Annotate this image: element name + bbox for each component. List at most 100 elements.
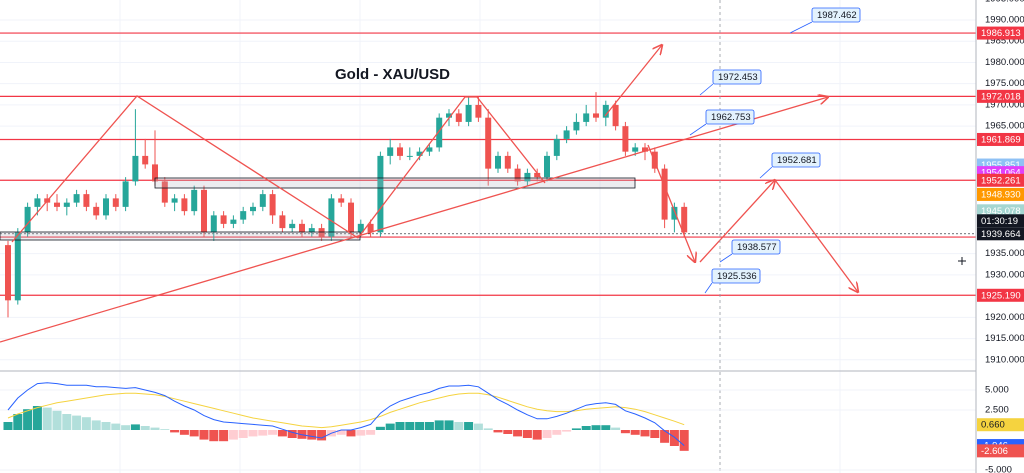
signal-badge-label: 0.660 bbox=[981, 420, 1005, 431]
candle-body bbox=[103, 198, 109, 216]
histogram-bar bbox=[366, 430, 376, 435]
candle-body bbox=[681, 206, 688, 233]
trend-line bbox=[357, 96, 546, 239]
candle-body bbox=[553, 138, 560, 156]
candle-body bbox=[73, 194, 80, 203]
y-tick-label: 1985.000 bbox=[985, 36, 1024, 47]
price-badge bbox=[977, 26, 1024, 40]
histogram-bar bbox=[317, 430, 327, 441]
histogram-bar bbox=[630, 430, 640, 435]
price-badge-label: 1986.913 bbox=[981, 28, 1021, 39]
y-tick-label: 1975.000 bbox=[985, 78, 1024, 89]
callout-label: 1925.536 bbox=[717, 271, 757, 282]
price-badge bbox=[977, 132, 1024, 146]
y-tick-label: 1910.000 bbox=[985, 354, 1024, 365]
histogram-bar bbox=[591, 425, 601, 430]
candle-body bbox=[446, 113, 452, 118]
y-tick-label: 1930.000 bbox=[985, 269, 1024, 280]
histogram-bar bbox=[581, 426, 591, 430]
candle-body bbox=[612, 104, 619, 127]
histogram-bar bbox=[101, 422, 111, 430]
histogram-bar bbox=[522, 430, 532, 438]
histogram-bar bbox=[620, 430, 630, 434]
candle-body bbox=[161, 181, 168, 203]
callout-label: 1952.681 bbox=[777, 155, 817, 166]
y-tick-label: 1995.000 bbox=[985, 0, 1024, 4]
candle-body bbox=[171, 198, 178, 203]
histogram-bar bbox=[640, 430, 650, 437]
candle-body bbox=[181, 198, 188, 212]
histogram-bar bbox=[62, 414, 72, 430]
histogram-bar bbox=[91, 420, 101, 430]
histogram-bar bbox=[160, 429, 170, 430]
histogram-bar bbox=[336, 430, 346, 435]
candle-body bbox=[14, 232, 21, 301]
y-tick-label: 1980.000 bbox=[985, 57, 1024, 68]
range-box bbox=[154, 177, 636, 189]
candle-body bbox=[465, 104, 472, 122]
candle-body bbox=[357, 223, 364, 233]
price-badge bbox=[977, 173, 1024, 187]
candle-body bbox=[220, 215, 227, 224]
histogram-bar bbox=[532, 430, 542, 440]
candle-body bbox=[426, 147, 433, 152]
candle-body bbox=[132, 155, 139, 182]
y2-tick-label: -5.000 bbox=[985, 465, 1012, 473]
callout-label: 1962.753 bbox=[711, 112, 751, 123]
last-price-badge-label: 1939.664 bbox=[981, 229, 1021, 240]
histogram-bar bbox=[307, 430, 317, 440]
callout: 1952.681 bbox=[759, 152, 821, 179]
histogram-bar bbox=[219, 430, 229, 442]
histogram-bar bbox=[356, 430, 366, 436]
candle-body bbox=[201, 189, 207, 233]
macd-pane bbox=[0, 382, 976, 471]
candle-body bbox=[593, 113, 599, 118]
histogram-bar bbox=[170, 430, 180, 433]
y2-tick-label: 5.000 bbox=[985, 385, 1009, 396]
candle-body bbox=[269, 194, 276, 216]
price-badge bbox=[977, 204, 1024, 218]
histogram-bar bbox=[72, 415, 82, 430]
y2-tick-label: 2.500 bbox=[985, 405, 1009, 416]
countdown-label: 01:30:19 bbox=[981, 216, 1018, 227]
histogram-bar bbox=[542, 430, 552, 438]
candle-body bbox=[63, 202, 70, 207]
candle-body bbox=[416, 151, 423, 156]
candle-body bbox=[651, 151, 658, 169]
callout: 1987.462 bbox=[789, 7, 861, 34]
crosshair-icon bbox=[958, 257, 966, 265]
histogram-bar bbox=[3, 422, 13, 430]
candle-body bbox=[250, 206, 256, 212]
candle-body bbox=[210, 215, 217, 233]
histogram-bar bbox=[209, 430, 219, 442]
candle-body bbox=[524, 172, 531, 182]
histogram-bar bbox=[405, 422, 415, 430]
candle-body bbox=[504, 155, 511, 169]
candle-body bbox=[308, 228, 315, 233]
candle-body bbox=[230, 219, 237, 224]
histogram-bar bbox=[415, 422, 425, 430]
callout-label: 1972.453 bbox=[718, 72, 758, 83]
callout: 1925.536 bbox=[704, 268, 761, 294]
histogram-bar bbox=[32, 406, 42, 430]
callout: 1938.577 bbox=[719, 239, 781, 263]
histogram-bar bbox=[268, 430, 278, 435]
histogram-bar bbox=[150, 427, 160, 430]
histogram-bar bbox=[121, 425, 131, 430]
candle-body bbox=[622, 126, 629, 152]
trend-line bbox=[647, 144, 695, 262]
candle-body bbox=[642, 147, 648, 152]
histogram-bar bbox=[571, 428, 581, 430]
axis-labels: 1995.000 1990.000 1985.000 1980.000 1975.000… bbox=[977, 0, 1024, 473]
candle-body bbox=[514, 168, 521, 182]
histogram-bar bbox=[679, 430, 689, 451]
histogram-bar bbox=[444, 420, 454, 430]
candle-body bbox=[534, 172, 541, 178]
candle-body bbox=[152, 164, 158, 182]
histogram-bar bbox=[52, 410, 62, 430]
histogram-bar bbox=[513, 430, 523, 437]
candle-body bbox=[671, 206, 678, 220]
y-tick-label: 1990.000 bbox=[985, 14, 1024, 25]
drawings bbox=[0, 0, 858, 473]
